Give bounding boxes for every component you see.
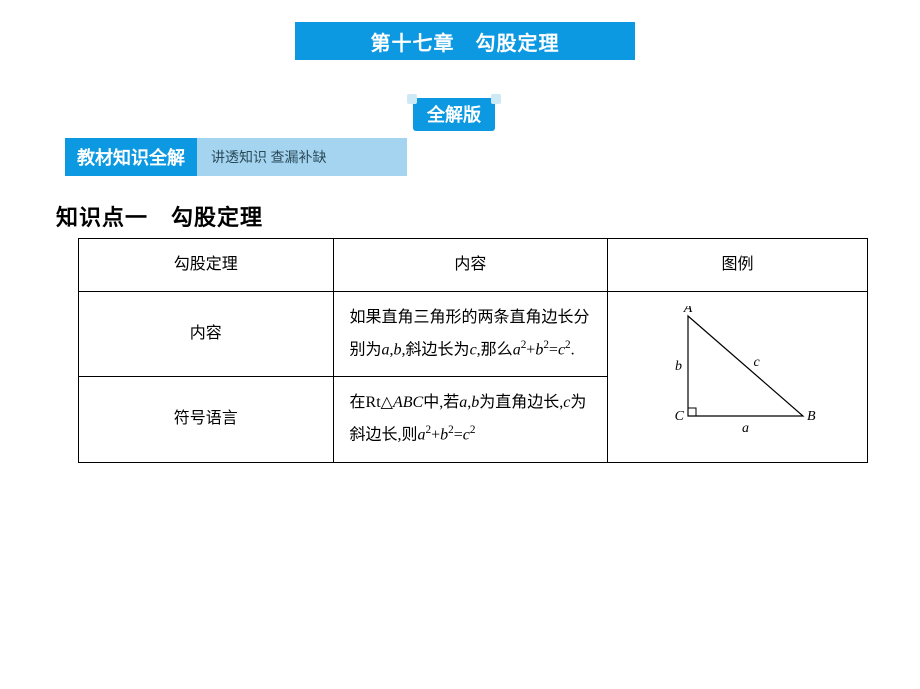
table-cell-label: 内容 — [79, 292, 334, 377]
table-cell-label: 符号语言 — [79, 377, 334, 462]
table-cell-content: 在Rt△ABC中,若a,b为直角边长,c为斜边长,则a2+b2=c2 — [333, 377, 608, 462]
table-cell-content: 如果直角三角形的两条直角边长分别为a,b,斜边长为c,那么a2+b2=c2. — [333, 292, 608, 377]
section-bar: 教材知识全解 讲透知识 查漏补缺 — [65, 138, 407, 176]
table-header-cell: 图例 — [608, 239, 868, 292]
section-bar-main: 教材知识全解 — [65, 138, 197, 176]
version-tag: 全解版 — [413, 98, 495, 131]
right-triangle-diagram: A B C a b c — [658, 306, 818, 436]
table-header-row: 勾股定理 内容 图例 — [79, 239, 868, 292]
knowledge-table: 勾股定理 内容 图例 内容 如果直角三角形的两条直角边长分别为a,b,斜边长为c… — [78, 238, 868, 463]
version-tag-container: 全解版 — [413, 98, 495, 131]
table-header-cell: 内容 — [333, 239, 608, 292]
knowledge-point-title: 知识点一 勾股定理 — [56, 200, 263, 232]
svg-text:B: B — [807, 409, 816, 424]
table-row: 内容 如果直角三角形的两条直角边长分别为a,b,斜边长为c,那么a2+b2=c2… — [79, 292, 868, 377]
svg-text:a: a — [742, 421, 749, 436]
table-cell-diagram: A B C a b c — [608, 292, 868, 463]
svg-text:A: A — [682, 306, 692, 316]
svg-text:b: b — [675, 359, 682, 374]
svg-text:C: C — [674, 409, 684, 424]
table-header-cell: 勾股定理 — [79, 239, 334, 292]
chapter-title-banner: 第十七章 勾股定理 — [295, 22, 635, 60]
section-bar-sub: 讲透知识 查漏补缺 — [197, 138, 407, 176]
svg-text:c: c — [753, 355, 760, 370]
